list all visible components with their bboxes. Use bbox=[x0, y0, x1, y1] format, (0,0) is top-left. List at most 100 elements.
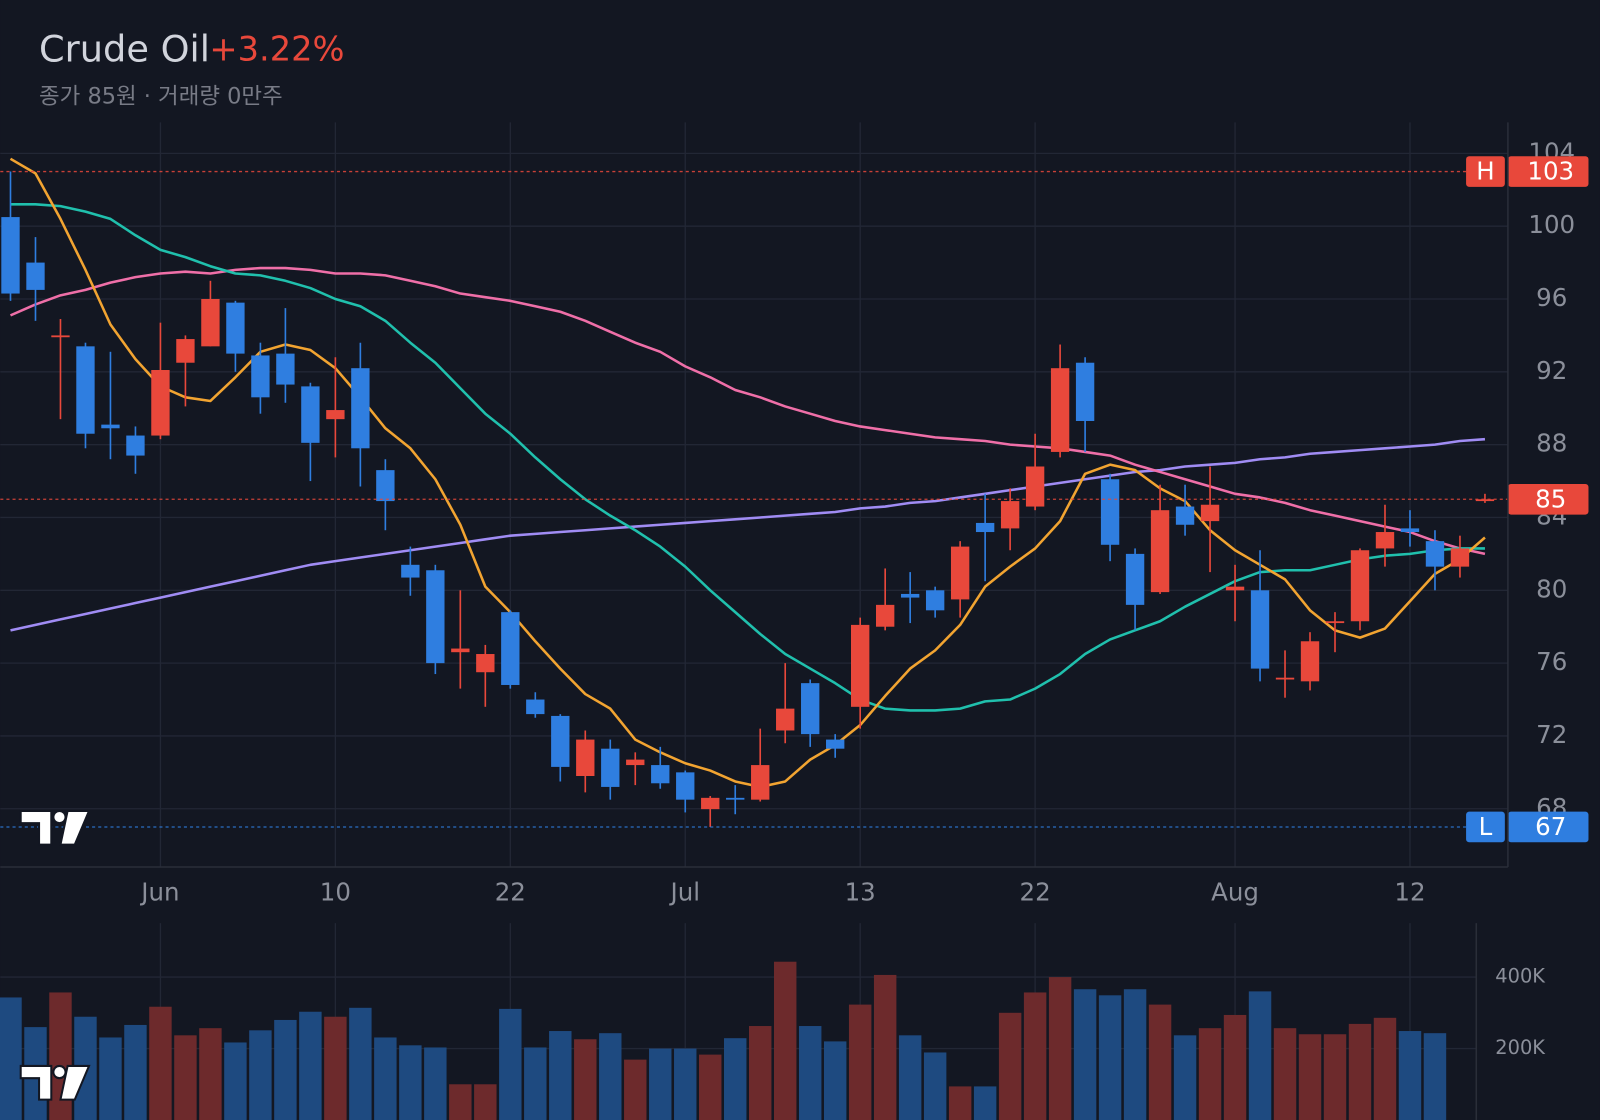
volume-bar bbox=[998, 1012, 1022, 1120]
volume-bar bbox=[574, 1039, 597, 1120]
volume-bar bbox=[1323, 1034, 1347, 1120]
candle-body bbox=[201, 299, 220, 347]
candle-body bbox=[651, 765, 670, 784]
volume-bar bbox=[773, 961, 797, 1120]
moving-average-line bbox=[10, 437, 1486, 632]
y-tick-label: 92 bbox=[1536, 356, 1567, 385]
candle-body bbox=[26, 262, 45, 290]
volume-bar bbox=[524, 1047, 547, 1120]
volume-bar bbox=[848, 1004, 872, 1120]
volume-bar bbox=[1148, 1004, 1172, 1120]
volume-bar bbox=[1198, 1028, 1222, 1120]
candle-body bbox=[875, 604, 895, 627]
volume-bar bbox=[724, 1038, 747, 1120]
candle-body bbox=[476, 654, 495, 673]
volume-bar bbox=[798, 1026, 822, 1120]
volume-bar bbox=[1123, 989, 1147, 1120]
volume-bar bbox=[1073, 989, 1097, 1120]
candle-body bbox=[1275, 677, 1295, 680]
badge bbox=[1507, 811, 1589, 843]
volume-bar bbox=[748, 1026, 772, 1120]
volume-bar bbox=[224, 1042, 247, 1120]
volume-bar bbox=[124, 1024, 147, 1120]
candle-body bbox=[226, 302, 245, 354]
volume-bar bbox=[249, 1030, 272, 1120]
x-tick-label: Jun bbox=[139, 878, 179, 907]
y-tick-label: 76 bbox=[1536, 647, 1567, 676]
y-tick-label: 96 bbox=[1536, 283, 1567, 312]
x-tick-label: 22 bbox=[495, 878, 526, 907]
candle-body bbox=[451, 648, 470, 653]
candle-body bbox=[101, 424, 120, 429]
volume-bar bbox=[923, 1052, 947, 1120]
candle-body bbox=[601, 748, 620, 787]
candle-body bbox=[900, 593, 920, 598]
volume-bar bbox=[649, 1048, 672, 1120]
candle-body bbox=[251, 355, 270, 398]
volume-bar bbox=[1273, 1028, 1297, 1120]
candle-body bbox=[1375, 532, 1395, 549]
volume-bar bbox=[449, 1084, 472, 1120]
subtitle: 종가 85원 · 거래량 0만주 bbox=[39, 83, 283, 109]
volume-bar bbox=[1348, 1023, 1372, 1120]
candle-body bbox=[1325, 621, 1345, 624]
badge bbox=[1466, 811, 1505, 843]
volume-bar bbox=[1423, 1033, 1447, 1120]
candle-body bbox=[1250, 590, 1270, 669]
badge-label: H bbox=[1476, 157, 1494, 186]
candle-body bbox=[975, 522, 995, 533]
candle-body bbox=[701, 797, 720, 810]
y-tick-label: 72 bbox=[1536, 720, 1567, 749]
x-tick-label: Aug bbox=[1211, 878, 1259, 907]
change: +3.22% bbox=[209, 30, 344, 69]
volume-bar bbox=[624, 1059, 647, 1120]
volume-bar bbox=[99, 1037, 122, 1120]
volume-bar bbox=[324, 1016, 347, 1120]
candle-body bbox=[1350, 550, 1370, 622]
volume-bar bbox=[1173, 1035, 1197, 1120]
volume-bar bbox=[274, 1019, 297, 1120]
volume-bar bbox=[399, 1045, 422, 1120]
y-tick-label: 88 bbox=[1536, 429, 1567, 458]
badge-value: 67 bbox=[1535, 812, 1566, 841]
candle-body bbox=[1, 217, 20, 294]
volume-bar bbox=[699, 1054, 722, 1120]
candle-body bbox=[776, 708, 795, 731]
volume-bar bbox=[499, 1008, 522, 1120]
volume-bar bbox=[1373, 1017, 1397, 1120]
candle-body bbox=[1225, 586, 1245, 591]
candle-body bbox=[1400, 528, 1420, 533]
candle-body bbox=[1200, 504, 1220, 522]
candle-body bbox=[1175, 506, 1195, 525]
candle-body bbox=[176, 339, 195, 363]
volume-bar bbox=[898, 1035, 922, 1120]
volume-bar bbox=[424, 1047, 447, 1120]
volume-bar bbox=[1098, 995, 1122, 1120]
candle-body bbox=[1150, 510, 1170, 593]
candle-body bbox=[301, 386, 320, 443]
x-tick-label: Jul bbox=[668, 878, 700, 907]
candle-body bbox=[426, 570, 445, 664]
candle-body bbox=[1475, 499, 1495, 502]
moving-average-line bbox=[9, 266, 1486, 556]
volume-bar bbox=[299, 1011, 322, 1120]
title: Crude Oil bbox=[39, 28, 210, 71]
candle-body bbox=[851, 624, 870, 707]
candle-body bbox=[1125, 553, 1145, 605]
candle-body bbox=[551, 715, 570, 767]
candle-body bbox=[1425, 541, 1445, 567]
x-tick-label: 22 bbox=[1020, 878, 1051, 907]
candle-body bbox=[1075, 362, 1095, 421]
candle-body bbox=[801, 683, 820, 735]
volume-tick-label: 200K bbox=[1495, 1036, 1546, 1059]
logo bbox=[19, 809, 91, 846]
candle-body bbox=[626, 759, 645, 766]
volume-bar bbox=[1398, 1031, 1422, 1120]
badge bbox=[1507, 156, 1589, 187]
candle-body bbox=[76, 346, 95, 434]
candle-body bbox=[950, 546, 970, 600]
volume-bar bbox=[1248, 991, 1272, 1120]
overlays: H 103 L 67 85 bbox=[0, 156, 1589, 843]
